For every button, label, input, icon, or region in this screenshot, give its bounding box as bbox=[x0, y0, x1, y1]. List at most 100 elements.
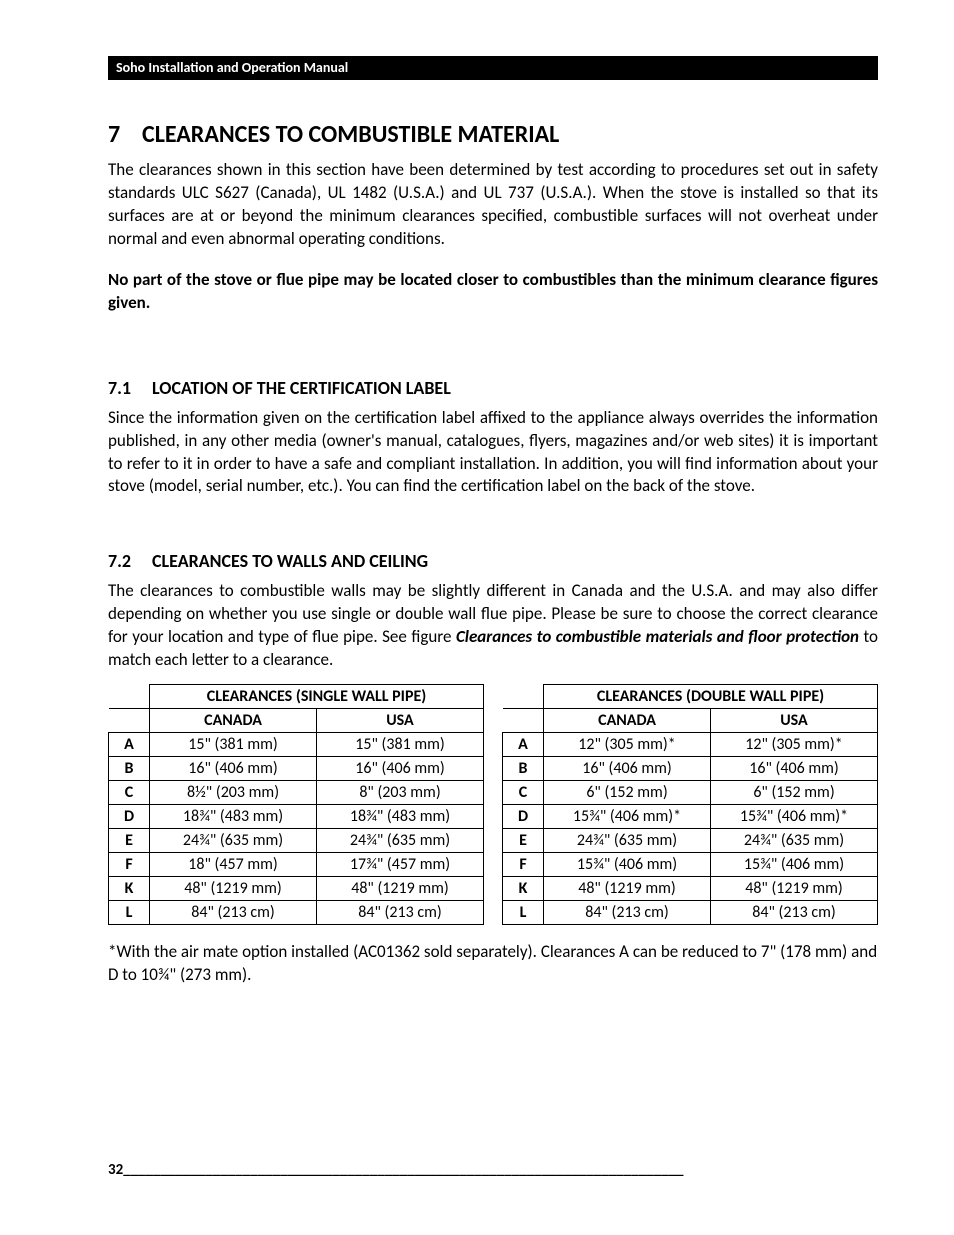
col-usa: USA bbox=[711, 709, 878, 733]
page: Soho Installation and Operation Manual 7… bbox=[0, 0, 954, 1235]
row-label: B bbox=[503, 757, 544, 781]
row-label: F bbox=[109, 853, 150, 877]
cell-usa: 15" (381 mm) bbox=[317, 733, 484, 757]
table-row: CANADA USA bbox=[109, 709, 484, 733]
table-row: B16" (406 mm)16" (406 mm) bbox=[503, 757, 878, 781]
cell-usa: 48" (1219 mm) bbox=[317, 877, 484, 901]
spacer bbox=[108, 516, 878, 550]
row-label: C bbox=[503, 781, 544, 805]
table-row: F15¾" (406 mm)15¾" (406 mm) bbox=[503, 853, 878, 877]
row-label: D bbox=[109, 805, 150, 829]
cell-usa: 16" (406 mm) bbox=[711, 757, 878, 781]
table-row: K48" (1219 mm)48" (1219 mm) bbox=[109, 877, 484, 901]
table-row: CLEARANCES (DOUBLE WALL PIPE) bbox=[503, 685, 878, 709]
table-title: CLEARANCES (SINGLE WALL PIPE) bbox=[150, 685, 484, 709]
col-usa: USA bbox=[317, 709, 484, 733]
table-row: B16" (406 mm)16" (406 mm) bbox=[109, 757, 484, 781]
cell-usa: 15¾" (406 mm)* bbox=[711, 805, 878, 829]
cell-usa: 18¾" (483 mm) bbox=[317, 805, 484, 829]
cell-canada: 12" (305 mm)* bbox=[544, 733, 711, 757]
footnote: *With the air mate option installed (AC0… bbox=[108, 941, 878, 987]
table-single-wall: CLEARANCES (SINGLE WALL PIPE) CANADA USA… bbox=[108, 684, 484, 925]
intro-ref: Clearances to combustible materials and … bbox=[456, 626, 859, 647]
cell-usa: 15¾" (406 mm) bbox=[711, 853, 878, 877]
cell-canada: 84" (213 cm) bbox=[150, 901, 317, 925]
section-7-intro: The clearances shown in this section hav… bbox=[108, 159, 878, 251]
table-row: D15¾" (406 mm)*15¾" (406 mm)* bbox=[503, 805, 878, 829]
table-row: E24¾" (635 mm)24¾" (635 mm) bbox=[503, 829, 878, 853]
section-7-1-title: LOCATION OF THE CERTIFICATION LABEL bbox=[152, 377, 451, 399]
row-label: L bbox=[109, 901, 150, 925]
section-7-2-intro: The clearances to combustible walls may … bbox=[108, 580, 878, 672]
table-row: C6" (152 mm)6" (152 mm) bbox=[503, 781, 878, 805]
table-body-single: A15" (381 mm)15" (381 mm)B16" (406 mm)16… bbox=[109, 733, 484, 925]
section-7-title: CLEARANCES TO COMBUSTIBLE MATERIAL bbox=[142, 120, 559, 149]
cell-canada: 18¾" (483 mm) bbox=[150, 805, 317, 829]
cell-usa: 84" (213 cm) bbox=[711, 901, 878, 925]
footer-rule: ________________________________________… bbox=[123, 1161, 683, 1179]
row-label: D bbox=[503, 805, 544, 829]
section-7-1-body: Since the information given on the certi… bbox=[108, 407, 878, 499]
row-label: E bbox=[109, 829, 150, 853]
cell-canada: 16" (406 mm) bbox=[150, 757, 317, 781]
section-7-number: 7 bbox=[108, 120, 142, 149]
cell-usa: 17¾" (457 mm) bbox=[317, 853, 484, 877]
section-7-2-title: CLEARANCES TO WALLS AND CEILING bbox=[152, 550, 428, 572]
row-label: F bbox=[503, 853, 544, 877]
cell-usa: 8" (203 mm) bbox=[317, 781, 484, 805]
table-row: L84" (213 cm)84" (213 cm) bbox=[109, 901, 484, 925]
page-number: 32 bbox=[108, 1161, 123, 1179]
cell-canada: 18" (457 mm) bbox=[150, 853, 317, 877]
col-canada: CANADA bbox=[150, 709, 317, 733]
row-label: B bbox=[109, 757, 150, 781]
row-label: K bbox=[503, 877, 544, 901]
row-label: L bbox=[503, 901, 544, 925]
table-row: F18" (457 mm)17¾" (457 mm) bbox=[109, 853, 484, 877]
cell-canada: 15" (381 mm) bbox=[150, 733, 317, 757]
table-row: CLEARANCES (SINGLE WALL PIPE) bbox=[109, 685, 484, 709]
table-row: E24¾" (635 mm)24¾" (635 mm) bbox=[109, 829, 484, 853]
cell-usa: 12" (305 mm)* bbox=[711, 733, 878, 757]
col-canada: CANADA bbox=[544, 709, 711, 733]
cell-canada: 48" (1219 mm) bbox=[150, 877, 317, 901]
cell-canada: 24¾" (635 mm) bbox=[544, 829, 711, 853]
section-7-heading: 7CLEARANCES TO COMBUSTIBLE MATERIAL bbox=[108, 120, 878, 149]
tables-row: CLEARANCES (SINGLE WALL PIPE) CANADA USA… bbox=[108, 684, 878, 925]
cell-usa: 6" (152 mm) bbox=[711, 781, 878, 805]
section-7-1-number: 7.1 bbox=[108, 377, 152, 399]
cell-usa: 24¾" (635 mm) bbox=[711, 829, 878, 853]
section-7-2-heading: 7.2CLEARANCES TO WALLS AND CEILING bbox=[108, 550, 878, 572]
row-label: A bbox=[503, 733, 544, 757]
footer: 32 _____________________________________… bbox=[108, 1161, 878, 1179]
cell-usa: 24¾" (635 mm) bbox=[317, 829, 484, 853]
cell-usa: 84" (213 cm) bbox=[317, 901, 484, 925]
table-row: K48" (1219 mm)48" (1219 mm) bbox=[503, 877, 878, 901]
table-body-double: A12" (305 mm)*12" (305 mm)*B16" (406 mm)… bbox=[503, 733, 878, 925]
table-title: CLEARANCES (DOUBLE WALL PIPE) bbox=[544, 685, 878, 709]
table-row: C8½" (203 mm)8" (203 mm) bbox=[109, 781, 484, 805]
table-double-wall: CLEARANCES (DOUBLE WALL PIPE) CANADA USA… bbox=[502, 684, 878, 925]
table-row: D18¾" (483 mm)18¾" (483 mm) bbox=[109, 805, 484, 829]
cell-canada: 8½" (203 mm) bbox=[150, 781, 317, 805]
header-bar: Soho Installation and Operation Manual bbox=[108, 56, 878, 80]
cell-canada: 15¾" (406 mm)* bbox=[544, 805, 711, 829]
row-label: C bbox=[109, 781, 150, 805]
cell-canada: 15¾" (406 mm) bbox=[544, 853, 711, 877]
table-row: A15" (381 mm)15" (381 mm) bbox=[109, 733, 484, 757]
table-row: CANADA USA bbox=[503, 709, 878, 733]
cell-canada: 16" (406 mm) bbox=[544, 757, 711, 781]
cell-canada: 6" (152 mm) bbox=[544, 781, 711, 805]
table-row: L84" (213 cm)84" (213 cm) bbox=[503, 901, 878, 925]
cell-usa: 48" (1219 mm) bbox=[711, 877, 878, 901]
row-label: K bbox=[109, 877, 150, 901]
spacer bbox=[108, 333, 878, 377]
section-7-warning: No part of the stove or flue pipe may be… bbox=[108, 269, 878, 315]
cell-canada: 48" (1219 mm) bbox=[544, 877, 711, 901]
row-label: A bbox=[109, 733, 150, 757]
header-title: Soho Installation and Operation Manual bbox=[116, 59, 348, 76]
table-row: A12" (305 mm)*12" (305 mm)* bbox=[503, 733, 878, 757]
cell-canada: 84" (213 cm) bbox=[544, 901, 711, 925]
section-7-2-number: 7.2 bbox=[108, 550, 152, 572]
section-7-1-heading: 7.1LOCATION OF THE CERTIFICATION LABEL bbox=[108, 377, 878, 399]
row-label: E bbox=[503, 829, 544, 853]
